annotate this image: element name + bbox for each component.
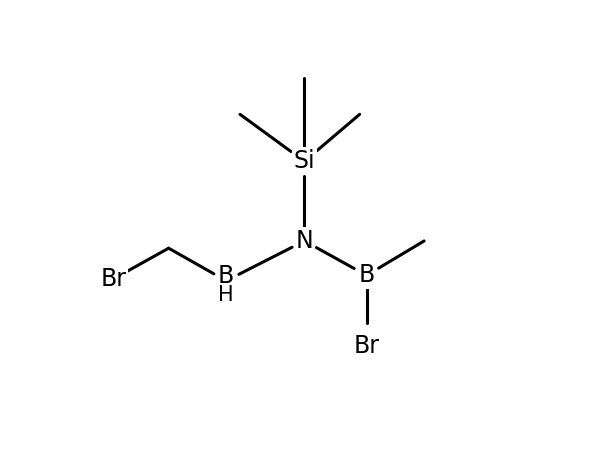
Text: H: H: [219, 285, 234, 305]
Text: Br: Br: [353, 334, 380, 358]
Text: Br: Br: [100, 267, 127, 291]
Text: Si: Si: [293, 149, 315, 173]
Text: B: B: [218, 264, 234, 288]
Text: B: B: [358, 263, 375, 287]
Text: N: N: [296, 229, 313, 253]
